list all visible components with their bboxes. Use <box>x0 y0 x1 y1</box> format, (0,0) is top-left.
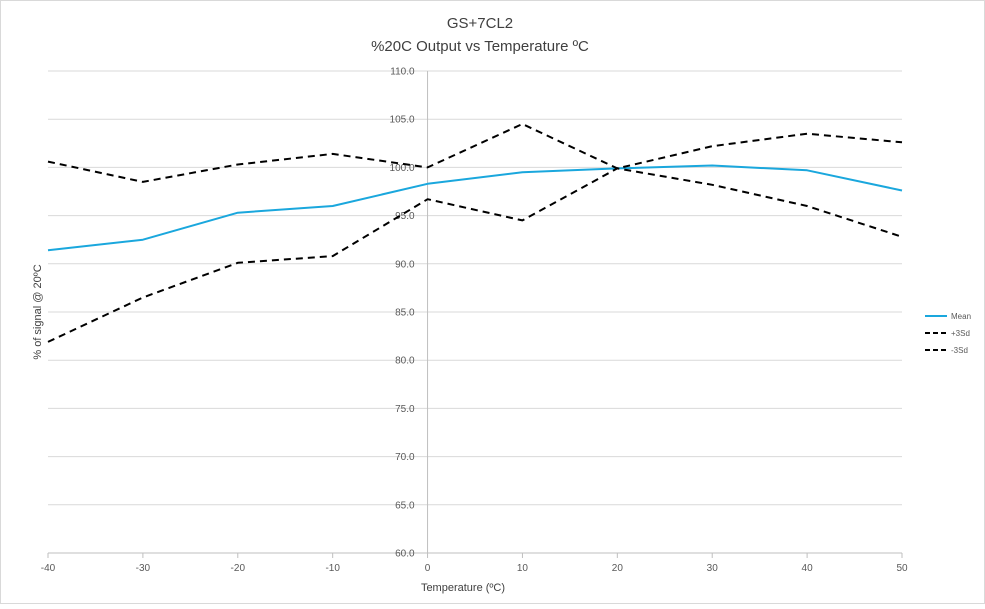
legend-label: Mean <box>951 312 971 321</box>
legend: Mean +3Sd -3Sd <box>925 312 971 355</box>
series-lines <box>47 123 903 343</box>
chart-title-line1: GS+7CL2 <box>447 15 513 32</box>
x-tick-label: 30 <box>707 563 719 574</box>
y-tick-label: 100.0 <box>390 163 415 174</box>
x-tick-label: -10 <box>325 563 340 574</box>
x-tick-label: -20 <box>231 563 246 574</box>
y-tick-label: 70.0 <box>395 452 415 463</box>
y-tick-label: 75.0 <box>395 404 415 415</box>
y-tick-label: 85.0 <box>395 308 415 319</box>
x-tick-label: 50 <box>896 563 908 574</box>
y-tick-label: 90.0 <box>395 259 415 270</box>
y-tick-label: 80.0 <box>395 356 415 367</box>
x-tick-label: 20 <box>612 563 624 574</box>
series-line-mean <box>47 164 903 252</box>
y-tick-labels: 60.0 65.0 70.0 75.0 80.0 85.0 90.0 95.0 100.0 105… <box>390 67 415 560</box>
legend-label: +3Sd <box>951 329 970 338</box>
y-tick-label: 95.0 <box>395 211 415 222</box>
x-tick-label: 0 <box>425 563 431 574</box>
axes <box>47 71 903 558</box>
series-line-plus-3sd <box>47 123 903 183</box>
chart-title-line2: %20C Output vs Temperature ºC <box>371 38 589 55</box>
x-tick-label: 10 <box>517 563 529 574</box>
y-tick-label: 60.0 <box>395 549 415 560</box>
x-tick-labels: -40 -30 -20 -10 0 10 20 30 40 50 <box>41 563 908 574</box>
gridlines <box>48 70 902 554</box>
series-line-minus-3sd <box>47 167 903 343</box>
legend-label: -3Sd <box>951 346 968 355</box>
x-tick-label: -40 <box>41 563 56 574</box>
y-axis-title: % of signal @ 20ºC <box>32 264 44 359</box>
y-tick-label: 65.0 <box>395 500 415 511</box>
y-tick-label: 110.0 <box>390 67 415 78</box>
x-axis-title: Temperature (ºC) <box>421 582 505 594</box>
x-tick-label: -30 <box>136 563 151 574</box>
y-tick-label: 105.0 <box>390 115 415 126</box>
x-tick-label: 40 <box>802 563 814 574</box>
